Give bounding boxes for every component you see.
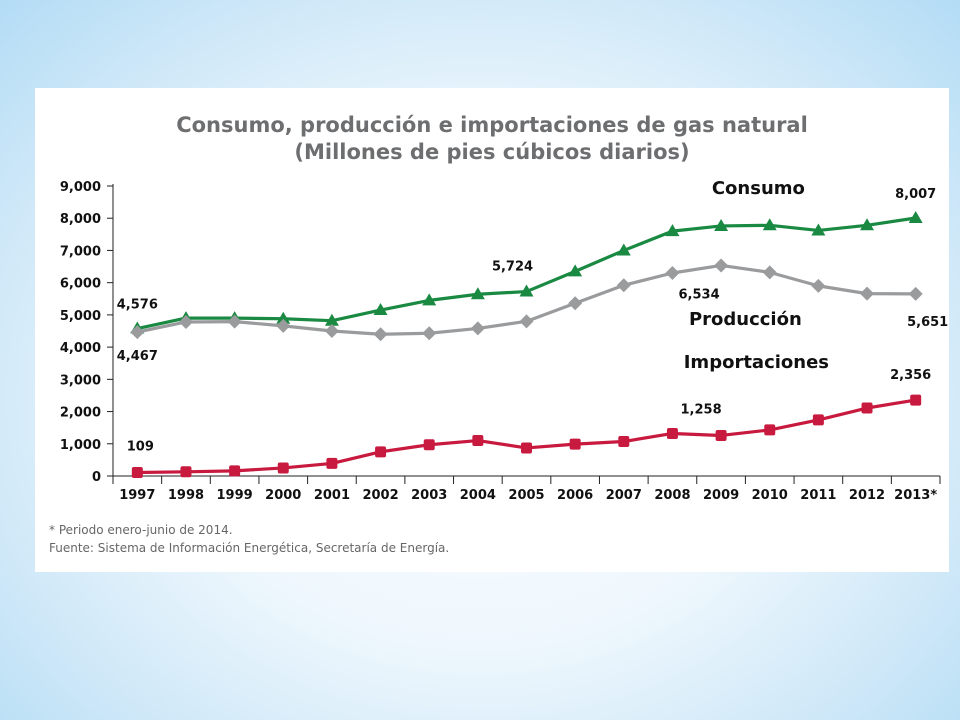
data-point xyxy=(762,265,777,280)
data-point xyxy=(277,462,289,474)
data-point xyxy=(568,296,583,311)
data-point xyxy=(521,442,532,454)
x-tick-label: 2012 xyxy=(849,488,885,503)
data-point xyxy=(422,293,437,306)
data-point xyxy=(616,243,631,256)
data-point xyxy=(472,435,484,447)
footnote-period: * Periodo enero-junio de 2014. xyxy=(49,523,233,537)
data-point xyxy=(130,325,145,340)
data-point xyxy=(616,278,631,293)
data-point xyxy=(908,286,923,301)
data-point xyxy=(423,439,435,451)
data-point xyxy=(812,414,824,426)
data-point xyxy=(326,457,338,469)
y-tick-label: 7,000 xyxy=(60,244,101,259)
x-tick-label: 2003 xyxy=(411,488,447,503)
data-point xyxy=(276,318,291,333)
data-point xyxy=(470,287,485,300)
data-point xyxy=(324,324,339,338)
x-tick-label: 2001 xyxy=(314,488,350,503)
chart-title: Consumo, producción e importaciones de g… xyxy=(176,113,808,137)
data-point xyxy=(373,327,388,342)
y-tick-label: 9,000 xyxy=(60,180,101,195)
data-point xyxy=(860,218,875,231)
y-tick-label: 3,000 xyxy=(60,373,101,388)
data-point xyxy=(519,284,534,297)
data-point xyxy=(178,314,193,329)
y-tick-label: 4,000 xyxy=(60,341,101,356)
data-label: 8,007 xyxy=(895,187,936,202)
y-tick-label: 0 xyxy=(92,470,101,485)
data-point xyxy=(276,311,291,324)
x-tick-label: 1997 xyxy=(119,488,155,503)
series-line-2 xyxy=(137,398,916,475)
data-point xyxy=(324,313,339,326)
data-label: 4,576 xyxy=(117,298,158,313)
x-tick-label: 2005 xyxy=(508,488,544,503)
line-chart: 0 1,000 2,000 3,000 4,000 5,000 6,000 7,000 8,00… xyxy=(60,178,948,503)
data-label: 4,467 xyxy=(117,349,158,364)
x-tick-label: 2008 xyxy=(654,488,690,503)
data-label: 2,356 xyxy=(890,368,931,383)
data-label: 1,258 xyxy=(681,402,722,417)
data-point xyxy=(665,224,680,237)
data-point xyxy=(666,427,678,439)
y-tick-label: 1,000 xyxy=(60,438,101,453)
data-point xyxy=(373,303,388,316)
data-point xyxy=(229,465,241,477)
data-point xyxy=(715,429,727,441)
x-tick-label: 2006 xyxy=(557,488,593,503)
data-point xyxy=(860,286,875,301)
data-point xyxy=(762,218,777,231)
data-point xyxy=(422,326,437,341)
data-point xyxy=(861,402,873,414)
data-point xyxy=(811,278,826,293)
series-label-0: Consumo xyxy=(712,178,805,199)
x-tick-label: 2009 xyxy=(703,488,739,503)
data-label: 5,724 xyxy=(492,260,533,275)
chart-card: Consumo, producción e importaciones de g… xyxy=(35,88,949,572)
data-point xyxy=(568,264,583,277)
data-point xyxy=(375,446,387,458)
footnote-source: Fuente: Sistema de Información Energétic… xyxy=(49,541,450,555)
chart-subtitle: (Millones de pies cúbicos diarios) xyxy=(294,140,690,164)
data-point xyxy=(714,258,729,273)
x-tick-label: 1998 xyxy=(168,488,204,503)
data-point xyxy=(569,438,581,450)
y-tick-label: 8,000 xyxy=(60,212,101,227)
data-label: 109 xyxy=(127,439,154,454)
x-tick-label: 1999 xyxy=(217,488,253,503)
y-tick-label: 6,000 xyxy=(60,277,101,292)
data-label: 5,651 xyxy=(907,315,948,330)
x-tick-label: 2011 xyxy=(800,488,836,503)
data-point xyxy=(470,321,485,336)
data-label: 6,534 xyxy=(679,287,720,302)
data-point xyxy=(519,314,534,329)
data-point xyxy=(714,218,729,231)
y-tick-label: 2,000 xyxy=(60,406,101,421)
x-tick-label: 2000 xyxy=(265,488,301,503)
data-point xyxy=(908,210,923,223)
data-point xyxy=(131,466,143,478)
data-point xyxy=(764,424,776,436)
x-tick-label: 2010 xyxy=(752,488,788,503)
x-tick-label: 2007 xyxy=(606,488,642,503)
data-point xyxy=(910,394,922,406)
y-tick-label: 5,000 xyxy=(60,309,101,324)
data-point xyxy=(811,223,826,236)
x-tick-label: 2002 xyxy=(362,488,398,503)
x-tick-label: 2004 xyxy=(460,488,496,503)
series-label-1: Producción xyxy=(689,309,802,330)
data-point xyxy=(665,266,680,280)
x-tick-label: 2013* xyxy=(894,488,937,503)
data-point xyxy=(180,466,192,478)
data-point xyxy=(618,436,630,448)
series-label-2: Importaciones xyxy=(684,352,829,373)
data-point xyxy=(227,314,242,329)
